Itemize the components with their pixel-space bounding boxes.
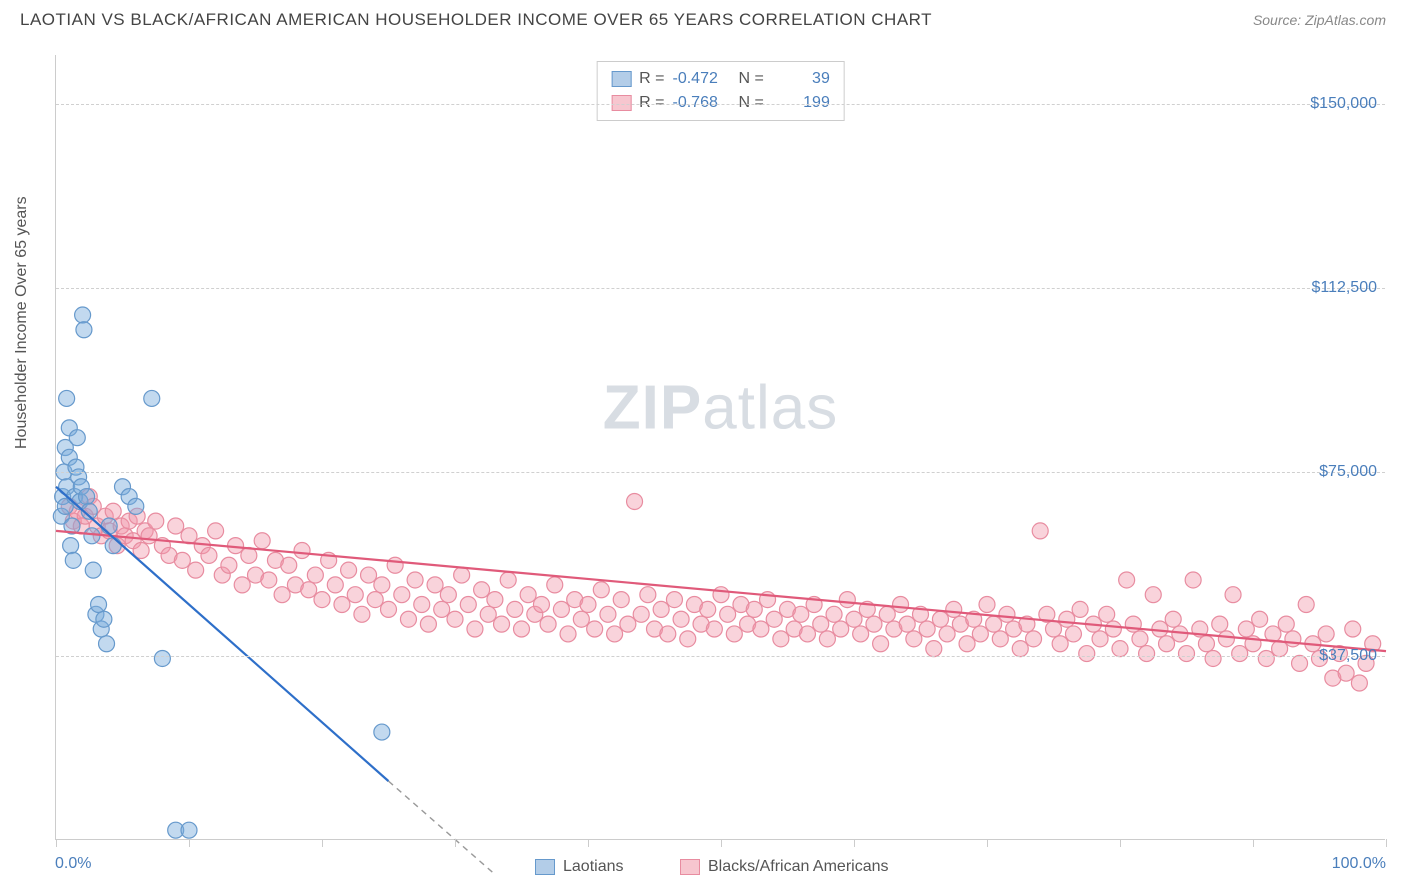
stats-row-0: R = -0.472 N = 39 — [611, 67, 830, 91]
legend-laotians: Laotians — [535, 858, 624, 876]
y-tick-label: $150,000 — [1310, 95, 1377, 113]
y-tick-label: $112,500 — [1311, 279, 1377, 297]
x-min-label: 0.0% — [55, 855, 91, 873]
y-tick-label: $37,500 — [1319, 647, 1377, 665]
legend-swatch-laotian-icon — [535, 859, 555, 875]
y-tick-label: $75,000 — [1319, 463, 1377, 481]
n-label: N = — [739, 67, 764, 91]
y-axis-label: Householder Income Over 65 years — [13, 196, 31, 449]
chart-svg — [56, 55, 1385, 839]
n-value-0: 39 — [772, 67, 830, 91]
legend-swatch-black-icon — [680, 859, 700, 875]
plot-area: ZIPatlas R = -0.472 N = 39 R =-0.768N =1… — [55, 55, 1385, 840]
stats-legend: R = -0.472 N = 39 R =-0.768N =199 — [596, 61, 845, 121]
x-max-label: 100.0% — [1332, 855, 1386, 873]
stats-row-1: R =-0.768N =199 — [611, 91, 830, 115]
r-value-0: -0.472 — [673, 67, 731, 91]
legend-black: Blacks/African Americans — [680, 858, 889, 876]
source-label: Source: ZipAtlas.com — [1253, 12, 1386, 28]
legend-label-1: Blacks/African Americans — [708, 858, 889, 876]
chart-title: LAOTIAN VS BLACK/AFRICAN AMERICAN HOUSEH… — [20, 10, 932, 30]
swatch-laotian-icon — [611, 71, 631, 87]
r-label: R = — [639, 67, 664, 91]
legend-label-0: Laotians — [563, 858, 624, 876]
